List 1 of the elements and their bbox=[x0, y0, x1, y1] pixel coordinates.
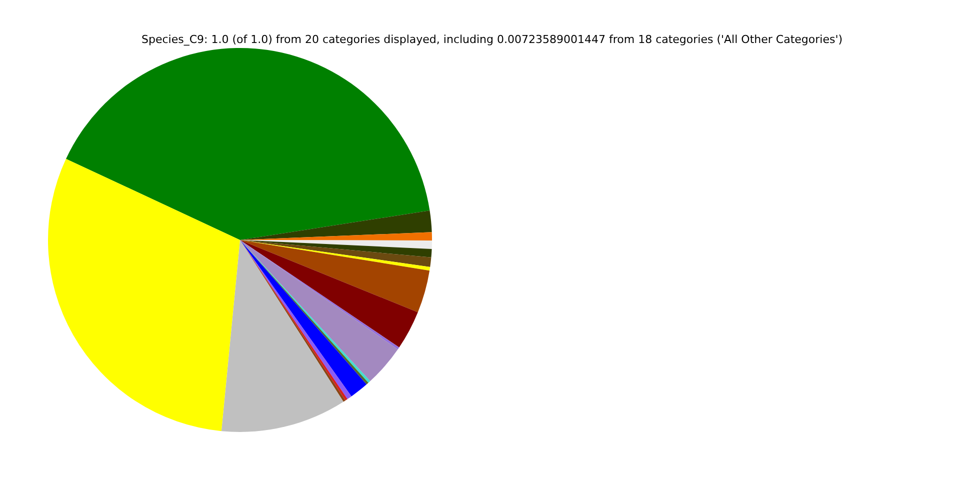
text: Species_C9: 1.0 (of 1.0) from 20 categories displayed, including 0.00723589001447 from 18 categories ('All Other Categories') bbox=[141, 32, 843, 46]
